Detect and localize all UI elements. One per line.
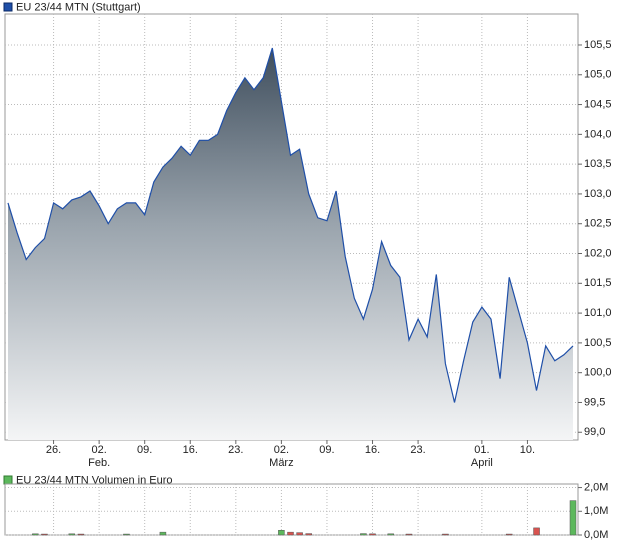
y-tick-label: 1,0M (584, 505, 608, 517)
bar (442, 533, 449, 536)
x-tick-label: 16. (183, 444, 198, 456)
y-tick-label: 99,0 (584, 426, 605, 438)
y-tick-label: 100,5 (584, 337, 612, 349)
month-label: Feb. (88, 457, 110, 469)
y-tick-label: 102,5 (584, 218, 612, 230)
bar (569, 500, 577, 536)
x-tick-label: 09. (137, 444, 152, 456)
bar (159, 531, 167, 536)
bar (405, 533, 413, 536)
y-tick-label: 103,0 (584, 188, 612, 200)
y-tick-label: 103,5 (584, 158, 612, 170)
x-tick-label: 23. (410, 444, 425, 456)
legend-swatch (3, 475, 13, 485)
x-tick-label: 02. (274, 444, 289, 456)
y-tick-label: 99,5 (584, 396, 605, 408)
bar (296, 532, 303, 536)
bar (305, 533, 312, 536)
y-tick-label: 101,0 (584, 307, 612, 319)
bar (533, 527, 540, 536)
y-tick-label: 105,0 (584, 69, 612, 81)
bar (360, 533, 367, 536)
x-tick-label: 01. (474, 444, 489, 456)
legend: EU 23/44 MTN Volumen in Euro (16, 474, 173, 486)
bar (32, 533, 39, 536)
x-tick-label: 10. (520, 444, 535, 456)
bar (387, 533, 394, 536)
x-tick-label: 26. (46, 444, 61, 456)
bar (278, 530, 285, 536)
line (7, 47, 574, 403)
y-tick-label: 105,5 (584, 39, 612, 51)
month-label: März (269, 457, 293, 469)
y-tick-label: 104,0 (584, 128, 612, 140)
legend: EU 23/44 MTN (Stuttgart) (16, 1, 141, 13)
x-tick-label: 09. (319, 444, 334, 456)
y-tick-label: 102,0 (584, 247, 612, 259)
y-tick-label: 2,0M (584, 481, 608, 493)
month-label: April (471, 457, 493, 469)
bar (505, 533, 513, 536)
bar (369, 533, 376, 536)
x-tick-label: 23. (228, 444, 243, 456)
bar (77, 533, 85, 536)
y-tick-label: 100,0 (584, 367, 612, 379)
area (8, 48, 573, 440)
y-tick-label: 0,0M (584, 529, 608, 541)
x-tick-label: 02. (91, 444, 106, 456)
bar (68, 533, 76, 536)
y-tick-label: 101,5 (584, 277, 612, 289)
y-tick-label: 104,5 (584, 98, 612, 110)
legend-swatch (3, 2, 13, 12)
bar (287, 531, 294, 536)
bar (123, 533, 130, 536)
x-tick-label: 16. (365, 444, 380, 456)
bar (41, 533, 48, 536)
